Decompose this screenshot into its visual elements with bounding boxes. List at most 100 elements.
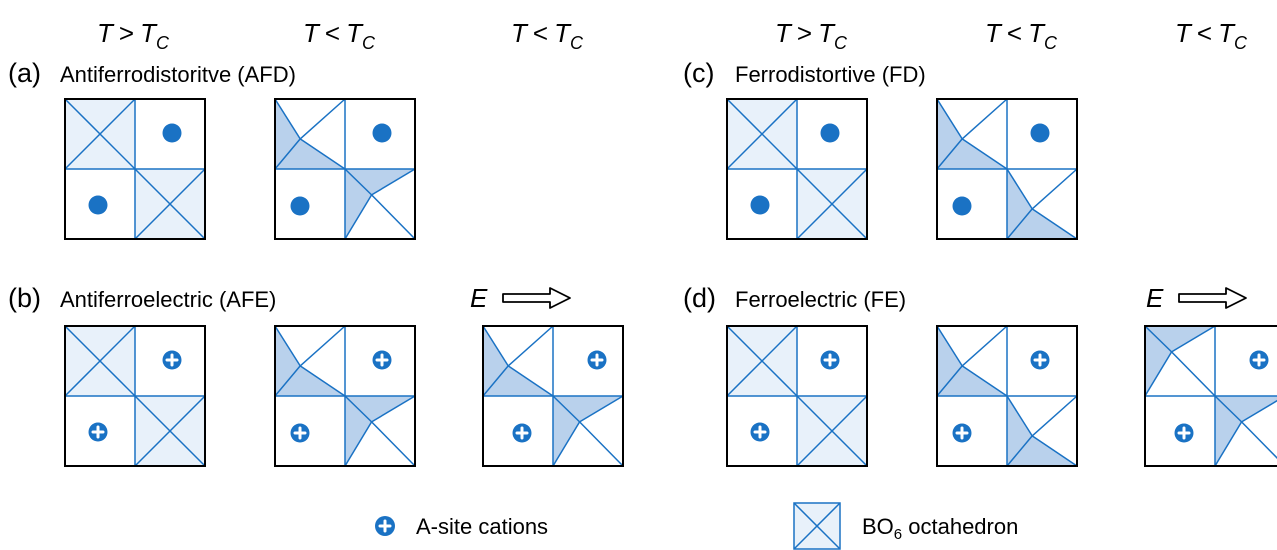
octahedron-diagonal: [344, 194, 373, 240]
octahedron-diagonal: [552, 395, 581, 423]
octahedron-diagonal: [99, 98, 136, 135]
octahedron-diagonal: [761, 133, 798, 170]
lattice-fe-field: [1144, 325, 1277, 467]
octahedron-diagonal: [552, 421, 581, 467]
lattice-fe-high: [726, 325, 868, 467]
svg-text:(a): (a): [8, 58, 41, 88]
octahedron-diagonal: [134, 395, 171, 432]
octahedron-diagonal: [761, 325, 798, 362]
a-site-cation-dot: [820, 123, 840, 143]
octahedron-diagonal: [961, 365, 1008, 397]
field-arrow-icon: [1178, 287, 1247, 309]
octahedron-tilt-shade: [345, 169, 372, 239]
octahedron-diagonal: [1171, 325, 1216, 353]
octahedron-diagonal: [64, 325, 101, 362]
octahedron-diagonal: [936, 138, 963, 170]
temp-header-right-3: T < TC: [1175, 18, 1248, 53]
octahedron-diagonal: [1006, 435, 1033, 467]
lattice-frame: [1144, 325, 1277, 467]
cation-plus: [590, 353, 604, 367]
lattice-frame: [726, 325, 868, 467]
octahedron-diagonal: [831, 395, 868, 432]
a-site-cation-icon: [512, 423, 532, 443]
a-site-cation-icon: [587, 350, 607, 370]
cation-plus: [165, 353, 179, 367]
a-site-cation-dot: [952, 196, 972, 216]
panel-b-title: (b) Antiferroelectric (AFE): [8, 283, 276, 313]
octahedron-diagonal: [796, 168, 833, 205]
lattice-frame: [726, 98, 868, 240]
octahedron-diagonal: [99, 325, 136, 362]
octahedron-diagonal: [936, 325, 963, 367]
a-site-cation-dot: [372, 123, 392, 143]
octahedron-diagonal: [134, 430, 171, 467]
a-site-cation-dot: [750, 195, 770, 215]
octahedron-tilt-shade: [1215, 396, 1242, 466]
svg-text:Antiferrodistoritve (AFD): Antiferrodistoritve (AFD): [60, 62, 296, 87]
octahedron-diagonal: [274, 325, 301, 367]
a-site-cation-icon: [820, 350, 840, 370]
electric-field-label-b: E: [470, 283, 571, 313]
bo6-octahedron-legend-icon: [793, 502, 841, 550]
svg-text:(d): (d): [683, 283, 716, 313]
octahedron-diagonal: [1031, 395, 1078, 437]
octahedron-diagonal: [1031, 168, 1078, 210]
octahedron-diagonal: [831, 168, 868, 205]
field-arrow-icon: [502, 287, 571, 309]
octahedron-tilt-shade: [1007, 396, 1033, 466]
octahedron-tilt-shade: [937, 365, 1007, 396]
octahedron-diagonal: [1144, 351, 1173, 397]
octahedron-diagonal: [726, 98, 763, 135]
a-site-cation-icon: [290, 423, 310, 443]
octahedron-diagonal: [299, 325, 346, 367]
octahedron-diagonal: [274, 365, 301, 397]
octahedron-tilt-shade: [275, 138, 345, 169]
octahedron-diagonal: [169, 430, 206, 467]
bo6-octahedron-label: BO6 octahedron: [862, 514, 1018, 543]
a-site-cation-icon: [88, 422, 108, 442]
octahedron-diagonal: [507, 325, 554, 367]
octahedron-tilt-shade: [1145, 326, 1215, 352]
cation-plus: [91, 425, 105, 439]
a-site-cations-label: A-site cations: [416, 514, 548, 539]
lattice-diagrams: [64, 98, 1277, 467]
octahedron-diagonal: [796, 430, 833, 467]
octahedron-diagonal: [1241, 421, 1277, 459]
octahedron-diagonal: [726, 133, 763, 170]
a-site-cation-icon: [750, 422, 770, 442]
octahedron-diagonal: [371, 168, 416, 196]
octahedron-tilt-shade: [275, 365, 345, 396]
a-site-cation-dot: [88, 195, 108, 215]
octahedron-tilt-shade: [1145, 326, 1172, 396]
octahedron-diagonal: [831, 203, 868, 240]
cation-plus: [955, 426, 969, 440]
temp-header-left-2: T < TC: [303, 18, 376, 53]
octahedron-tilt-shade: [937, 138, 1007, 169]
lattice-afe-field: [482, 325, 624, 467]
temp-header-left-1: T > TC: [97, 18, 170, 53]
octahedron-diagonal: [726, 325, 763, 362]
octahedron-diagonal: [961, 138, 1008, 170]
octahedron-diagonal: [299, 98, 346, 140]
svg-text:Ferroelectric (FE): Ferroelectric (FE): [735, 287, 906, 312]
lattice-afe-high: [64, 325, 206, 467]
cation-plus: [1252, 353, 1266, 367]
lattice-afd-high: [64, 98, 206, 240]
cation-plus: [1033, 353, 1047, 367]
octahedron-diagonal: [1214, 421, 1243, 467]
octahedron-diagonal: [1031, 208, 1078, 240]
svg-text:E: E: [1146, 283, 1164, 313]
octahedron-diagonal: [169, 203, 206, 240]
a-site-cation-icon: [1174, 423, 1194, 443]
cation-plus: [515, 426, 529, 440]
octahedron-diagonal: [169, 168, 206, 205]
cation-plus: [823, 353, 837, 367]
lattice-fe-low: [936, 325, 1078, 467]
a-site-cation-dot: [290, 196, 310, 216]
octahedron-diagonal: [299, 365, 346, 397]
lattice-frame: [64, 325, 206, 467]
a-site-cation-dot: [1030, 123, 1050, 143]
octahedron-diagonal: [99, 133, 136, 170]
octahedron-diagonal: [64, 360, 101, 397]
